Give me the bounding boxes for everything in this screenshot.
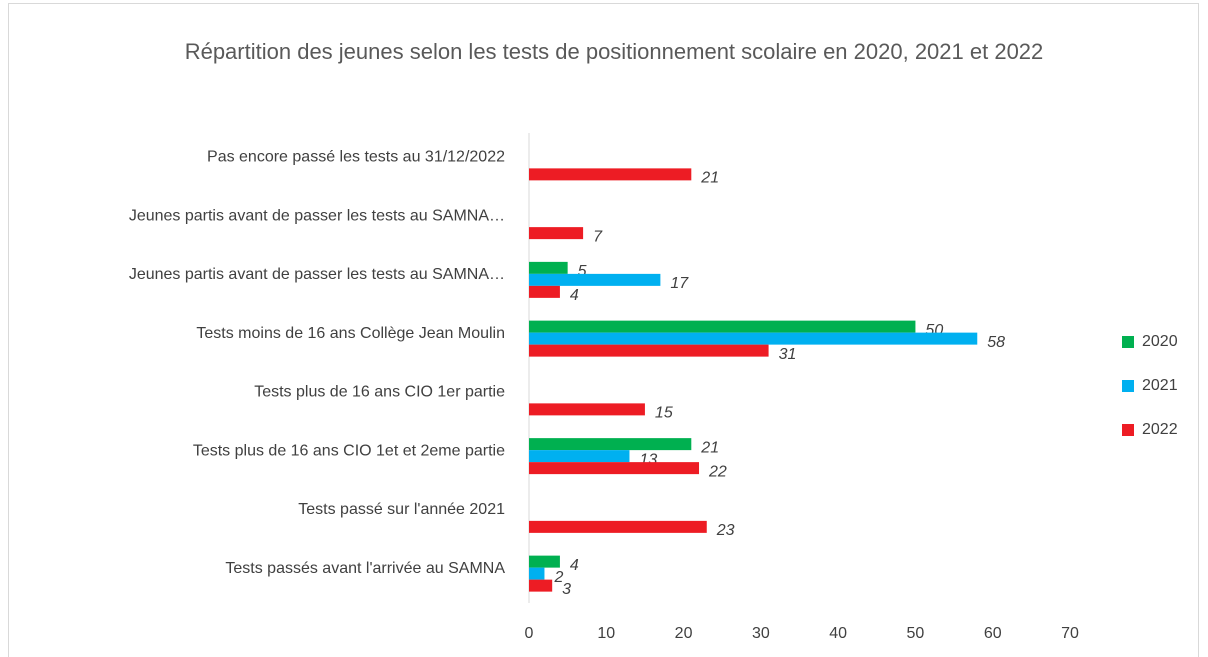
x-tick-label: 20 [675, 625, 693, 642]
bar [529, 450, 630, 463]
bar [529, 579, 553, 592]
legend-label: 2022 [1142, 421, 1178, 438]
x-tick-label: 30 [752, 625, 770, 642]
value-label: 7 [593, 228, 603, 245]
chart-border [8, 3, 1199, 657]
y-tick-label: Pas encore passé les tests au 31/12/2022 [207, 149, 505, 166]
value-label: 22 [708, 463, 727, 480]
x-tick-label: 70 [1061, 625, 1079, 642]
x-tick-label: 40 [829, 625, 847, 642]
bar [529, 332, 978, 345]
value-label: 23 [716, 522, 735, 539]
bar [529, 285, 560, 298]
bar [529, 261, 568, 274]
value-label: 3 [562, 581, 571, 598]
value-label: 58 [987, 334, 1005, 351]
bar [529, 320, 916, 333]
bar [529, 438, 692, 451]
legend-swatch [1122, 380, 1134, 392]
value-label: 17 [670, 275, 689, 292]
bar [529, 520, 707, 533]
bar [529, 567, 545, 580]
value-label: 31 [779, 346, 797, 363]
y-tick-label: Tests passé sur l'année 2021 [298, 501, 505, 518]
value-label: 4 [570, 287, 579, 304]
y-tick-label: Tests plus de 16 ans CIO 1er partie [254, 384, 505, 401]
y-tick-label: Tests passés avant l'arrivée au SAMNA [225, 560, 505, 577]
value-label: 15 [655, 405, 673, 422]
chart-title: Répartition des jeunes selon les tests d… [184, 39, 1044, 64]
x-tick-label: 50 [907, 625, 925, 642]
y-tick-label: Jeunes partis avant de passer les tests … [129, 266, 505, 283]
bar [529, 168, 692, 181]
x-tick-label: 60 [984, 625, 1002, 642]
value-label: 21 [700, 439, 719, 456]
legend-label: 2021 [1142, 377, 1178, 394]
bar [529, 344, 769, 357]
legend-swatch [1122, 336, 1134, 348]
bar [529, 403, 645, 416]
x-tick-label: 0 [525, 625, 534, 642]
value-label: 4 [570, 557, 579, 574]
y-tick-label: Tests moins de 16 ans Collège Jean Mouli… [196, 325, 505, 342]
bar [529, 462, 700, 475]
bar [529, 555, 560, 568]
legend-label: 2020 [1142, 333, 1178, 350]
y-tick-label: Tests plus de 16 ans CIO 1et et 2eme par… [193, 442, 505, 459]
bar [529, 227, 584, 240]
y-tick-label: Jeunes partis avant de passer les tests … [129, 207, 505, 224]
value-label: 5 [578, 263, 587, 280]
value-label: 21 [700, 170, 719, 187]
x-tick-label: 10 [597, 625, 615, 642]
legend-swatch [1122, 424, 1134, 436]
value-label: 2 [553, 569, 563, 586]
bar [529, 273, 661, 286]
